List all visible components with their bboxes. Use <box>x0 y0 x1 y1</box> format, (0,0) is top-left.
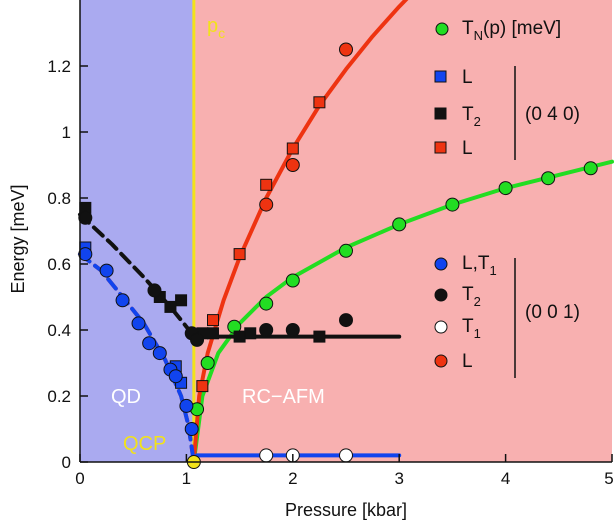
pc-label: pc <box>207 15 225 41</box>
series-5-point-1 <box>147 283 162 298</box>
series-5-point-3 <box>190 332 205 347</box>
series-4-point-1 <box>99 263 114 278</box>
series-5-point-5 <box>285 323 300 337</box>
y-axis-label: Energy [meV] <box>8 184 28 293</box>
series-2-point-3 <box>175 294 188 307</box>
x-tick-label-0: 0 <box>75 469 84 488</box>
legend: TN(p) [meV] L T2 L (0 4 0) L,T1 T2 T1 L … <box>434 18 580 378</box>
region-rcafm-label: RC−AFM <box>242 386 325 408</box>
legend-001-l-red-marker <box>434 354 448 368</box>
y-tick-label-5: 1 <box>62 123 71 142</box>
y-tick-label-4: 0.8 <box>47 189 71 208</box>
series-4-point-7 <box>168 369 183 384</box>
y-tick-label-1: 0.2 <box>47 387 71 406</box>
series-6-point-2 <box>339 448 353 463</box>
plot-background <box>80 0 612 462</box>
series-0-point-8 <box>498 181 513 196</box>
series-2-point-8 <box>313 330 326 343</box>
legend-040-l-blue-marker <box>434 70 447 83</box>
series-3-point-4 <box>286 142 299 155</box>
legend-tn-marker <box>435 22 449 36</box>
series-3-point-5 <box>313 96 326 109</box>
series-4-point-4 <box>142 336 157 351</box>
legend-001-lt1-label: L,T1 <box>462 253 497 278</box>
series-4-point-0 <box>78 247 93 262</box>
series-5-point-6 <box>339 313 353 328</box>
series-0-point-3 <box>259 296 274 311</box>
series-2-point-6 <box>233 330 246 343</box>
fit-curve-0 <box>191 159 614 464</box>
series-3-point-3 <box>260 178 273 191</box>
y-tick-label-0: 0 <box>62 453 71 472</box>
region-qd-label: QD <box>111 386 141 408</box>
series-0-point-7 <box>445 197 460 212</box>
x-tick-label-1: 1 <box>182 469 191 488</box>
series-7-point-1 <box>285 158 300 172</box>
series-4-point-2 <box>115 293 130 308</box>
legend-040-l-blue-label: L <box>462 67 473 88</box>
series-5-point-0 <box>78 210 93 225</box>
series-7-point-0 <box>259 197 274 212</box>
legend-001-lt1-marker <box>434 257 448 271</box>
y-tick-label-3: 0.6 <box>47 255 71 274</box>
series-0-point-10 <box>583 161 598 176</box>
legend-tn-label: TN(p) [meV] <box>462 18 561 43</box>
x-tick-label-2: 2 <box>288 469 297 488</box>
legend-001-l-red-label: L <box>462 351 473 372</box>
legend-001-group-label: (0 0 1) <box>525 302 580 323</box>
series-7-point-2 <box>339 42 353 57</box>
series-2-point-7 <box>244 327 257 340</box>
series-5-point-4 <box>259 323 274 337</box>
series-2-point-2 <box>164 300 177 313</box>
y-tick-label-2: 0.4 <box>47 321 71 340</box>
series-0-point-9 <box>541 171 556 186</box>
legend-040-group-label: (0 4 0) <box>525 104 580 125</box>
legend-001-t1-marker <box>434 320 448 334</box>
series-4-point-9 <box>184 422 199 436</box>
series-0-point-6 <box>392 217 407 232</box>
region-bg-1 <box>193 0 612 462</box>
legend-040-l-red-marker <box>434 141 447 154</box>
series-0-point-1 <box>200 356 215 370</box>
series-0-point-5 <box>339 243 353 258</box>
legend-040-l-red-label: L <box>462 138 473 159</box>
legend-040-t2-marker <box>434 107 447 120</box>
legend-001-t1-label: T1 <box>462 316 481 341</box>
x-axis-label: Pressure [kbar] <box>285 500 407 520</box>
legend-001-t2-label: T2 <box>462 284 481 309</box>
series-2-point-5 <box>207 327 219 340</box>
x-tick-label-4: 4 <box>501 469 510 488</box>
series-3-point-0 <box>196 380 209 393</box>
series-4-point-3 <box>131 316 146 331</box>
series-6-point-0 <box>259 448 274 463</box>
x-tick-label-5: 5 <box>604 469 613 488</box>
series-4-point-8 <box>179 398 194 413</box>
axes: 0 1 2 3 4 5 0 0.2 0.4 0.6 0.8 1 1.2 Pressure [kbar] En… <box>8 0 614 520</box>
series-4-point-5 <box>152 346 167 361</box>
qcp-label: QCP <box>123 433 166 455</box>
series-3-point-2 <box>233 248 246 261</box>
series-3-point-1 <box>207 314 219 327</box>
legend-001-t2-marker <box>434 288 448 302</box>
x-tick-label-3: 3 <box>394 469 403 488</box>
data-points <box>78 42 598 469</box>
series-0-point-4 <box>285 273 300 288</box>
legend-040-t2-label: T2 <box>462 104 481 129</box>
y-tick-label-6: 1.2 <box>47 57 71 76</box>
